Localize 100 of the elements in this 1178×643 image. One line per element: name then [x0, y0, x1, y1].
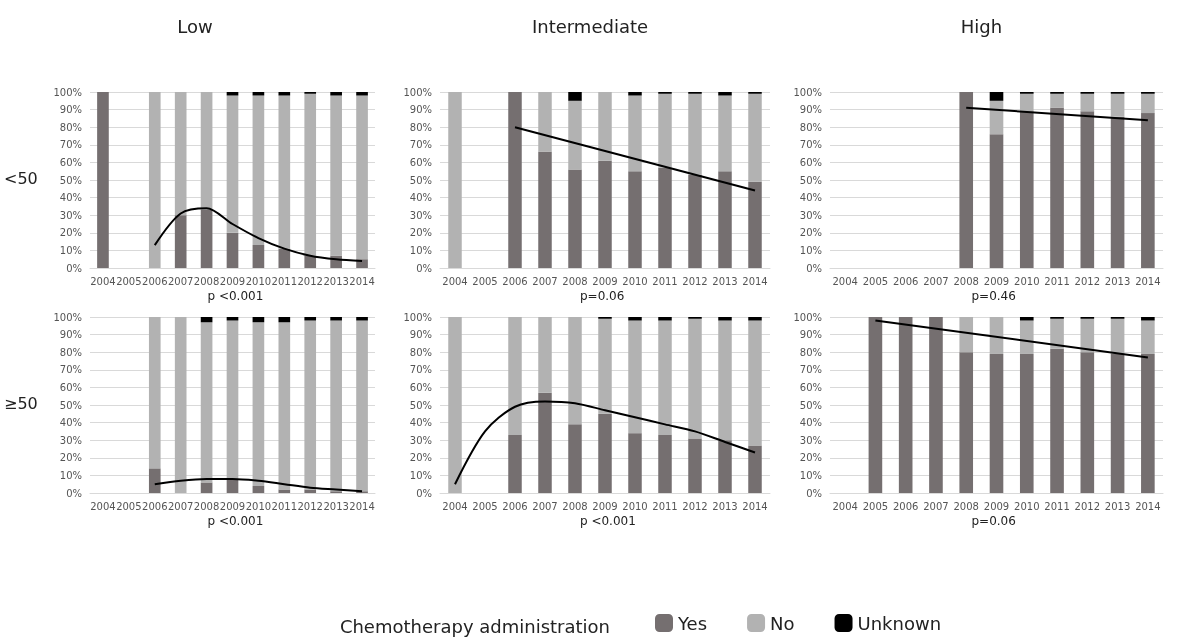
bar: [1080, 352, 1095, 493]
bar: [252, 245, 265, 268]
bar: [658, 317, 672, 321]
y-tick-label: 70%: [409, 364, 432, 376]
bar: [538, 392, 552, 493]
y-tick-label: 90%: [409, 329, 432, 341]
bar: [898, 317, 913, 493]
x-tick-label: 2009: [592, 275, 618, 287]
y-tick-label: 10%: [799, 469, 822, 481]
bar: [748, 445, 762, 493]
x-tick-label: 2011: [652, 275, 678, 287]
bar: [718, 320, 732, 441]
y-tick-label: 20%: [59, 227, 82, 239]
bar: [1080, 111, 1095, 268]
bar: [174, 92, 187, 216]
line-series: [153, 207, 364, 262]
bar: [598, 92, 612, 161]
bar: [868, 317, 883, 493]
bar: [688, 318, 702, 439]
bar: [508, 92, 522, 268]
x-tick-label: 2011: [1044, 275, 1070, 287]
y-tick-label: 10%: [409, 244, 432, 256]
bar: [959, 352, 974, 493]
x-tick-label: 2004: [832, 275, 858, 287]
bar: [1050, 348, 1064, 493]
bar: [1141, 353, 1155, 493]
x-tick-label: 2010: [622, 500, 648, 512]
bar: [1141, 317, 1155, 321]
x-tick-label: 2013: [712, 500, 738, 512]
x-tick-label: 2014: [1135, 500, 1161, 512]
x-tick-label: 2007: [167, 275, 194, 287]
x-tick-label: 2011: [1044, 500, 1070, 512]
bar: [658, 320, 672, 435]
bar: [959, 317, 974, 353]
bar: [278, 317, 291, 323]
y-tick-label: 10%: [799, 244, 822, 256]
bar: [628, 92, 642, 96]
y-tick-label: 10%: [409, 469, 432, 481]
x-tick-label: 2011: [271, 500, 298, 512]
x-tick-label: 2004: [90, 275, 116, 287]
bar: [1110, 116, 1125, 268]
bar: [508, 317, 522, 435]
text: p <0.001: [207, 289, 264, 303]
x-tick-label: 2005: [116, 275, 142, 287]
bar: [356, 95, 368, 260]
bar: [252, 322, 265, 486]
bar: [748, 93, 762, 182]
bar: [252, 92, 265, 96]
bar: [748, 317, 762, 321]
bar: [148, 92, 161, 268]
bar: [200, 209, 213, 268]
text: p <0.001: [207, 514, 264, 528]
x-tick-label: 2007: [532, 500, 558, 512]
bar: [598, 413, 612, 493]
y-tick-label: 80%: [799, 121, 822, 133]
y-tick-label: 20%: [799, 227, 822, 239]
y-tick-label: 70%: [799, 139, 822, 151]
x-tick-label: 2009: [219, 500, 246, 512]
bar: [304, 320, 317, 490]
bar: [538, 92, 552, 152]
bar: [989, 317, 1004, 354]
bar: [252, 95, 265, 246]
y-tick-label: 40%: [799, 417, 822, 429]
bar: [278, 95, 291, 249]
bar: [929, 317, 943, 493]
bar: [688, 438, 702, 493]
bar: [628, 317, 642, 321]
y-tick-label: 0%: [806, 262, 822, 274]
x-tick-label: 2007: [923, 275, 949, 287]
y-tick-label: 30%: [409, 209, 432, 221]
bar: [278, 322, 291, 490]
bar: [508, 434, 522, 493]
bar: [568, 100, 582, 170]
x-tick-label: 2005: [116, 500, 142, 512]
bar: [330, 320, 342, 492]
bar: [148, 317, 161, 469]
x-tick-label: 2012: [1074, 500, 1101, 512]
y-tick-label: 10%: [59, 244, 82, 256]
x-tick-label: 2008: [953, 275, 979, 287]
y-tick-label: 60%: [59, 381, 82, 393]
bar: [330, 317, 342, 321]
x-tick-label: 2006: [892, 500, 919, 512]
bar: [1050, 107, 1064, 268]
x-tick-label: 2014: [742, 275, 768, 287]
legend-label: Unknown: [857, 612, 942, 634]
y-tick-label: 90%: [59, 329, 82, 341]
x-tick-label: 2008: [193, 275, 220, 287]
y-axis-title: <50: [4, 168, 38, 188]
x-tick-label: 2013: [1104, 275, 1131, 287]
y-tick-label: 100%: [53, 86, 82, 98]
x-tick-label: 2007: [532, 275, 558, 287]
bar: [1141, 320, 1155, 354]
bar: [748, 181, 762, 268]
bar: [356, 92, 368, 96]
x-tick-label: 2005: [862, 275, 889, 287]
x-tick-label: 2010: [1014, 500, 1040, 512]
bar: [718, 317, 732, 321]
bar: [226, 92, 239, 96]
y-tick-label: 30%: [799, 434, 822, 446]
x-tick-label: 2006: [502, 275, 528, 287]
